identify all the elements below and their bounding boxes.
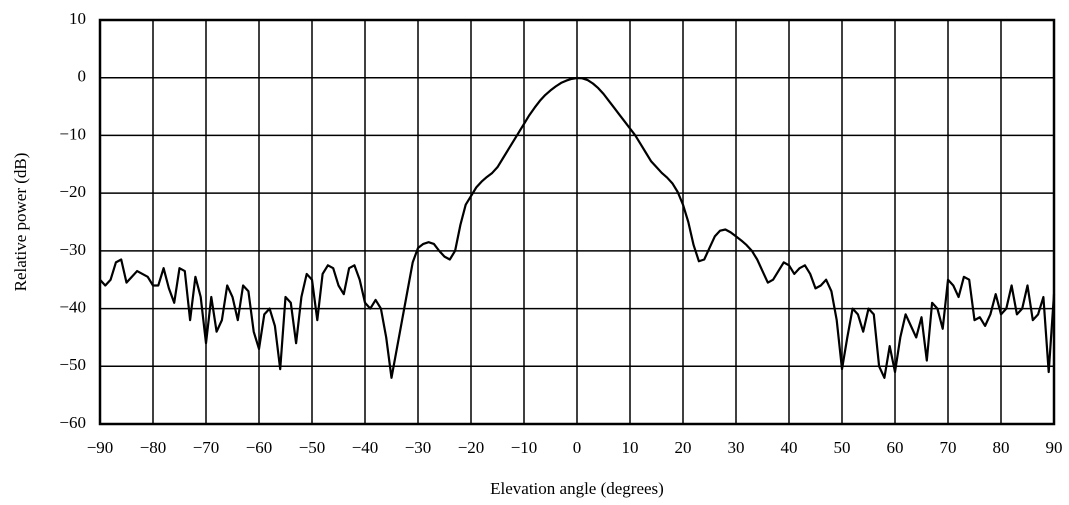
- y-tick-label: −30: [59, 240, 86, 259]
- x-tick-label: −50: [299, 438, 326, 457]
- y-tick-label: 10: [69, 9, 86, 28]
- x-tick-label: −60: [246, 438, 273, 457]
- y-tick-label: −20: [59, 182, 86, 201]
- x-tick-label: 70: [940, 438, 957, 457]
- x-tick-label: 10: [622, 438, 639, 457]
- data-line: [99, 76, 1056, 379]
- x-tick-label: 20: [675, 438, 692, 457]
- x-tick-label: −70: [193, 438, 220, 457]
- y-tick-label: −60: [59, 413, 86, 432]
- x-tick-label: 90: [1046, 438, 1063, 457]
- x-tick-label: 30: [728, 438, 745, 457]
- x-tick-label: −10: [511, 438, 538, 457]
- x-tick-label: 40: [781, 438, 798, 457]
- y-axis-title: Relative power (dB): [11, 153, 30, 292]
- x-tick-label: 0: [573, 438, 582, 457]
- x-axis-title: Elevation angle (degrees): [490, 479, 664, 498]
- x-tick-label: −40: [352, 438, 379, 457]
- y-tick-label: −50: [59, 355, 86, 374]
- y-tick-label: 0: [78, 67, 87, 86]
- x-tick-label: 80: [993, 438, 1010, 457]
- y-tick-label: −10: [59, 124, 86, 143]
- x-tick-label: −20: [458, 438, 485, 457]
- y-tick-label: −40: [59, 297, 86, 316]
- x-tick-label: 60: [887, 438, 904, 457]
- plot-frame: [98, 18, 1056, 426]
- x-tick-label: −90: [87, 438, 114, 457]
- x-tick-label: −30: [405, 438, 432, 457]
- x-tick-label: −80: [140, 438, 167, 457]
- x-tick-label: 50: [834, 438, 851, 457]
